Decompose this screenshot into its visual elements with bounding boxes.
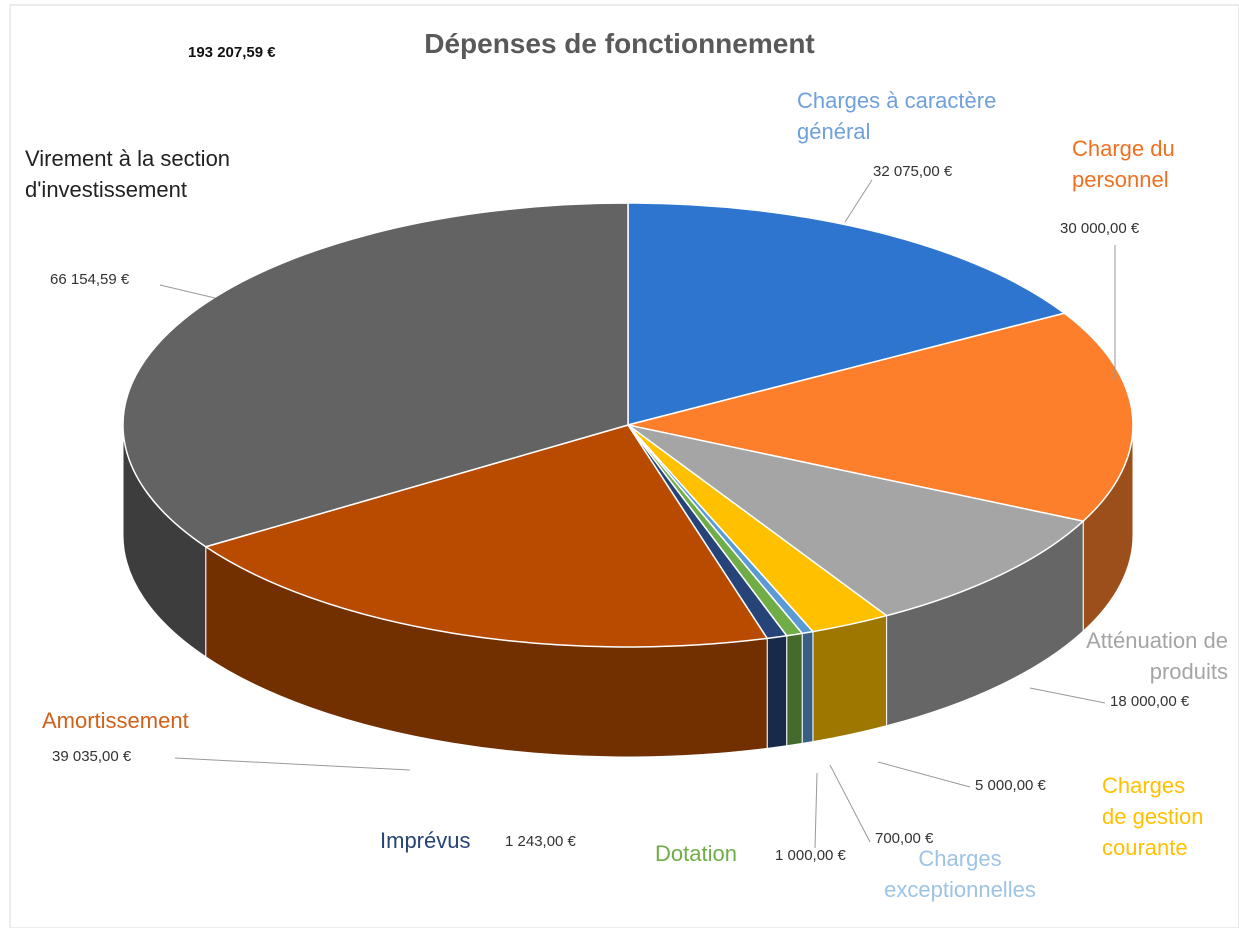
category-label: Virement à la section d'investissement: [25, 146, 231, 202]
leader-line: [877, 761, 971, 788]
slice: [122, 202, 629, 548]
slice: [627, 312, 1134, 522]
frame: [9, 4, 1239, 928]
chart-title: Dépenses de fonctionnement: [424, 28, 815, 59]
value-label: 1 243,00 €: [505, 833, 576, 850]
value-label: 30 000,00 €: [1060, 220, 1140, 237]
value-label: 32 075,00 €: [873, 163, 953, 180]
slice-side: [812, 615, 888, 743]
slice: [203, 424, 769, 648]
category-label: Atténuation de produits: [1086, 628, 1228, 684]
leader-line: [814, 772, 818, 849]
category-label: Charge du personnel: [1072, 136, 1175, 192]
leader-line: [1029, 687, 1106, 704]
leader-line: [159, 284, 216, 299]
value-label: 700,00 €: [875, 830, 934, 847]
slice: [627, 202, 1066, 426]
value-label: 5 000,00 €: [975, 777, 1046, 794]
category-label: Charges à caractère général: [797, 88, 997, 144]
value-label: 1 000,00 €: [775, 847, 846, 864]
total-annotation: 193 207,59 €: [188, 44, 276, 61]
slice-side: [786, 632, 803, 747]
leader-line: [174, 757, 411, 771]
slice: [627, 424, 1085, 617]
value-label: 39 035,00 €: [52, 748, 132, 765]
slice-side: [766, 635, 788, 749]
leader-line: [829, 764, 871, 843]
slice-side: [801, 630, 814, 744]
category-label: Imprévus: [380, 828, 471, 853]
category-label: Amortissement: [42, 708, 189, 733]
category-label: Charges de gestion courante: [1102, 773, 1204, 860]
category-label: Dotation: [655, 841, 737, 866]
category-label: Charges exceptionnelles: [884, 846, 1036, 902]
value-label: 66 154,59 €: [50, 271, 130, 288]
value-label: 18 000,00 €: [1110, 693, 1190, 710]
leader-line: [844, 179, 873, 223]
